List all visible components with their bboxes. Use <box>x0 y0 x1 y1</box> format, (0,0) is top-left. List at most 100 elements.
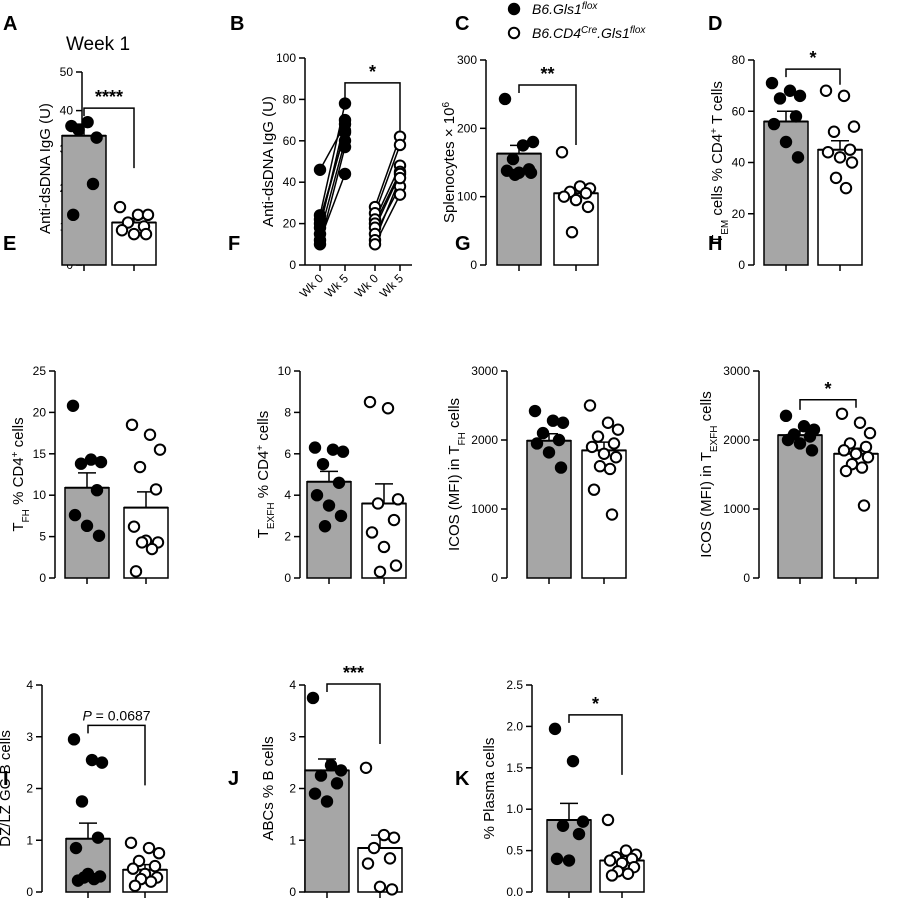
data-point-filled <box>508 168 522 182</box>
data-point-open <box>827 125 841 138</box>
y-tick-label: 100 <box>276 51 296 65</box>
bar <box>777 434 823 579</box>
data-point-filled <box>576 815 590 828</box>
y-tick-label: 10 <box>33 488 47 502</box>
bracket-line <box>799 399 857 410</box>
y-tick-label: 2000 <box>723 433 750 447</box>
data-point-filled <box>71 874 85 887</box>
data-point-open <box>601 813 615 827</box>
y-tick-label: 0 <box>39 571 46 585</box>
data-point-open <box>557 190 571 203</box>
bracket-line <box>87 724 146 786</box>
data-point-open <box>605 869 619 882</box>
data-point-filled <box>330 777 344 790</box>
data-point-filled <box>528 404 542 418</box>
y-tick-label: 3 <box>26 730 33 744</box>
data-point-filled <box>805 444 819 457</box>
panel-label: E <box>3 233 16 255</box>
data-point-filled <box>498 92 512 106</box>
data-point-filled <box>75 795 89 808</box>
panel-label: K <box>455 768 470 790</box>
panel-title: Week 1 <box>66 34 130 55</box>
panel-label: B <box>230 13 244 35</box>
data-point-filled <box>765 76 779 90</box>
data-point-filled <box>542 446 556 459</box>
data-point-open <box>145 542 159 556</box>
legend-item: B6.Gls1flox <box>507 1 598 18</box>
data-point-filled <box>556 416 570 429</box>
legend-label: B6.Gls1flox <box>532 1 598 18</box>
data-point-open <box>605 508 619 521</box>
data-point-open <box>819 84 833 97</box>
y-tick-label: 20 <box>283 217 297 231</box>
panel-a: A01020304050Anti-dsDNA IgG (U)**** <box>3 13 157 272</box>
data-point-open <box>144 875 158 888</box>
data-point-open <box>148 859 162 873</box>
legend-label: B6.CD4Cre.Gls1flox <box>532 25 646 42</box>
data-point-open <box>555 146 569 159</box>
data-point-open <box>373 880 387 894</box>
data-point-open <box>153 443 167 456</box>
y-tick-label: 200 <box>457 121 477 135</box>
data-point-filled <box>797 420 811 433</box>
panel-label: C <box>455 13 469 35</box>
data-point-open <box>361 857 375 870</box>
y-tick-label: 25 <box>33 364 47 378</box>
data-point-open <box>829 171 843 185</box>
data-point-filled <box>84 453 98 466</box>
y-tick-label: 20 <box>33 405 47 419</box>
data-point-filled <box>338 167 352 181</box>
data-point-filled <box>791 151 805 164</box>
y-tick-label: 80 <box>283 92 297 106</box>
y-tick-label: 0 <box>743 571 750 585</box>
bracket-line <box>785 68 841 85</box>
y-tick-label: 300 <box>457 53 477 67</box>
data-point-filled <box>793 89 807 103</box>
y-tick-label: 3000 <box>723 364 750 378</box>
data-point-open <box>837 444 851 457</box>
panel-label: H <box>708 233 722 255</box>
data-point-open <box>127 520 141 533</box>
data-point-open <box>593 460 607 473</box>
panel-c: C 0 100 200 300 Splenocytes × 106 ** <box>441 13 599 272</box>
data-point-open <box>859 440 873 454</box>
y-axis-label: % Plasma cells <box>481 738 498 840</box>
data-point-filled <box>338 124 352 137</box>
data-point-filled <box>783 84 797 97</box>
bracket-line <box>83 107 135 169</box>
data-point-open <box>135 536 149 549</box>
data-point-filled <box>554 461 568 474</box>
data-point-filled <box>90 131 103 144</box>
pair-line <box>374 144 401 214</box>
y-axis-label: DZ/LZ GC B cells <box>0 730 14 847</box>
x-tick-label: Wk 0 <box>297 271 326 300</box>
significance-bracket: P = 0.0687 <box>82 707 151 786</box>
data-point-open <box>368 238 382 251</box>
data-point-filled <box>550 852 564 866</box>
data-point-open <box>131 208 145 222</box>
data-point-open <box>143 428 157 441</box>
y-tick-label: 40 <box>60 104 74 118</box>
significance-bracket: * <box>799 379 857 410</box>
data-point-open <box>821 146 835 159</box>
data-point-open <box>393 171 407 185</box>
data-point-filled <box>536 426 550 440</box>
data-point-open <box>609 451 623 464</box>
data-point-filled <box>793 437 807 450</box>
bar <box>581 449 627 579</box>
y-tick-label: 4 <box>289 678 296 692</box>
significance-bracket: * <box>344 62 401 131</box>
y-tick-label: 1.5 <box>506 761 523 775</box>
y-tick-label: 15 <box>33 447 47 461</box>
data-point-filled <box>332 476 346 489</box>
data-point-open <box>142 841 156 855</box>
panel-g: G 0 1000 2000 3000 ICOS (MFI) in TFH cells <box>446 233 627 585</box>
data-point-filled <box>68 508 82 522</box>
y-axis-label: ABCs % B cells <box>260 736 277 840</box>
data-point-open <box>597 447 611 460</box>
bar <box>526 439 572 579</box>
y-tick-label: 10 <box>278 364 292 378</box>
